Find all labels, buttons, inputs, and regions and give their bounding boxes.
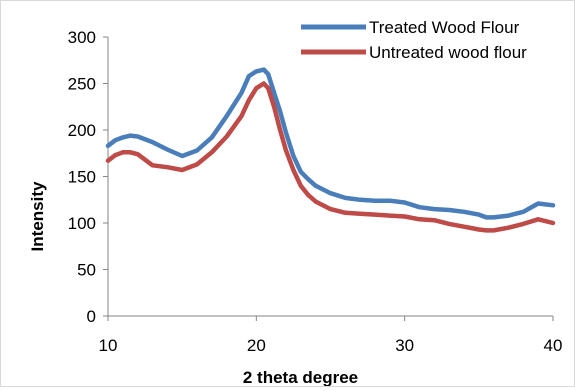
y-tick-label: 50 [77, 261, 96, 280]
x-tick-label: 30 [395, 336, 414, 355]
series-line-untreated [105, 81, 556, 233]
axes [107, 37, 553, 317]
series-lines [105, 67, 556, 233]
series-line-treated [105, 67, 556, 220]
y-axis-title: Intensity [28, 181, 47, 251]
y-ticks: 0 50 100 150 200 250 300 [68, 28, 108, 326]
legend-label-treated: Treated Wood Flour [369, 18, 520, 37]
y-tick-label: 150 [68, 168, 96, 187]
x-ticks: 10 20 30 40 [99, 316, 563, 355]
x-tick-label: 10 [99, 336, 118, 355]
x-tick-label: 20 [247, 336, 266, 355]
y-tick-label: 200 [68, 121, 96, 140]
x-axis-title: 2 theta degree [243, 368, 358, 386]
legend-label-untreated: Untreated wood flour [369, 43, 527, 62]
y-tick-label: 0 [87, 307, 96, 326]
y-tick-label: 250 [68, 75, 96, 94]
y-tick-label: 100 [68, 214, 96, 233]
y-tick-label: 300 [68, 28, 96, 47]
legend: Treated Wood Flour Untreated wood flour [301, 18, 527, 62]
x-tick-label: 40 [544, 336, 563, 355]
